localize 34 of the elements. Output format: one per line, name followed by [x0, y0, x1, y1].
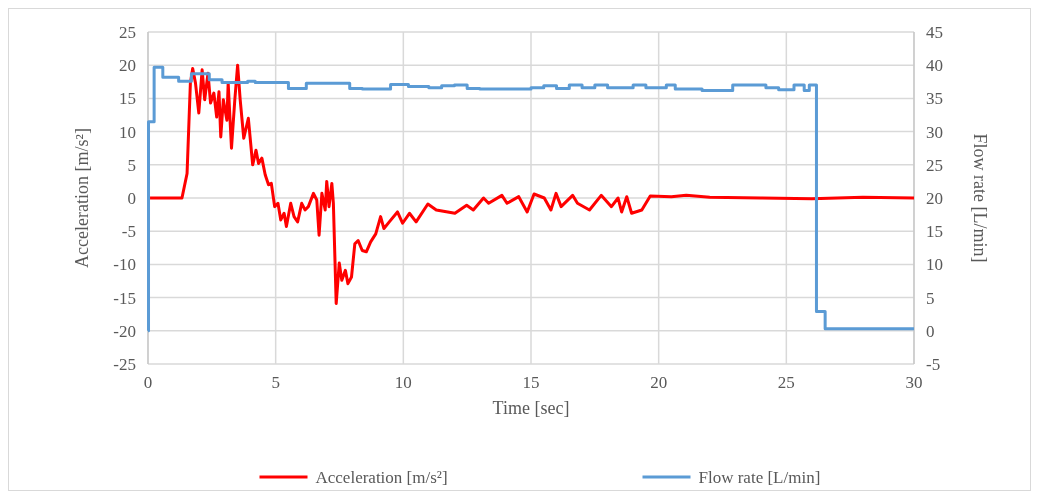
- y-tick-label: -20: [113, 321, 136, 341]
- x-tick-label: 5: [271, 373, 280, 392]
- legend-label: Flow rate [L/min]: [698, 468, 821, 487]
- x-tick-label: 25: [777, 373, 795, 392]
- y2-tick-label: 15: [926, 222, 943, 242]
- y-axis-title: Acceleration [m/s²]: [72, 128, 92, 268]
- legend-label: Acceleration [m/s²]: [315, 468, 448, 487]
- y-tick-label: -5: [121, 222, 136, 242]
- y-tick-label: 20: [119, 56, 136, 76]
- y-tick-label: -15: [113, 288, 136, 308]
- y-tick-label: -25: [113, 355, 136, 374]
- y2-tick-label: -5: [926, 355, 941, 374]
- y2-tick-label: 20: [926, 189, 943, 208]
- x-tick-label: 20: [650, 373, 668, 392]
- y2-tick-label: 0: [926, 321, 935, 341]
- y-tick-label: 10: [119, 122, 136, 142]
- y2-tick-label: 40: [926, 56, 943, 76]
- x-tick-label: 30: [905, 373, 923, 392]
- y-tick-label: -10: [113, 255, 136, 275]
- y2-axis-title: Flow rate [L/min]: [970, 133, 990, 263]
- y-tick-label: 0: [127, 189, 136, 208]
- y2-tick-label: 45: [926, 23, 943, 42]
- y-tick-label: 15: [119, 89, 136, 109]
- y2-tick-label: 5: [926, 288, 935, 308]
- x-tick-label: 0: [143, 373, 153, 392]
- y2-tick-label: 10: [926, 255, 943, 275]
- x-tick-label: 15: [522, 373, 540, 392]
- y-tick-label: 5: [127, 155, 136, 175]
- y2-tick-label: 25: [926, 155, 943, 175]
- x-tick-label: 10: [394, 373, 412, 392]
- y2-tick-label: 30: [926, 122, 943, 142]
- x-axis-title: Time [sec]: [492, 398, 570, 418]
- y-tick-label: 25: [119, 23, 136, 42]
- y2-tick-label: 35: [926, 89, 943, 109]
